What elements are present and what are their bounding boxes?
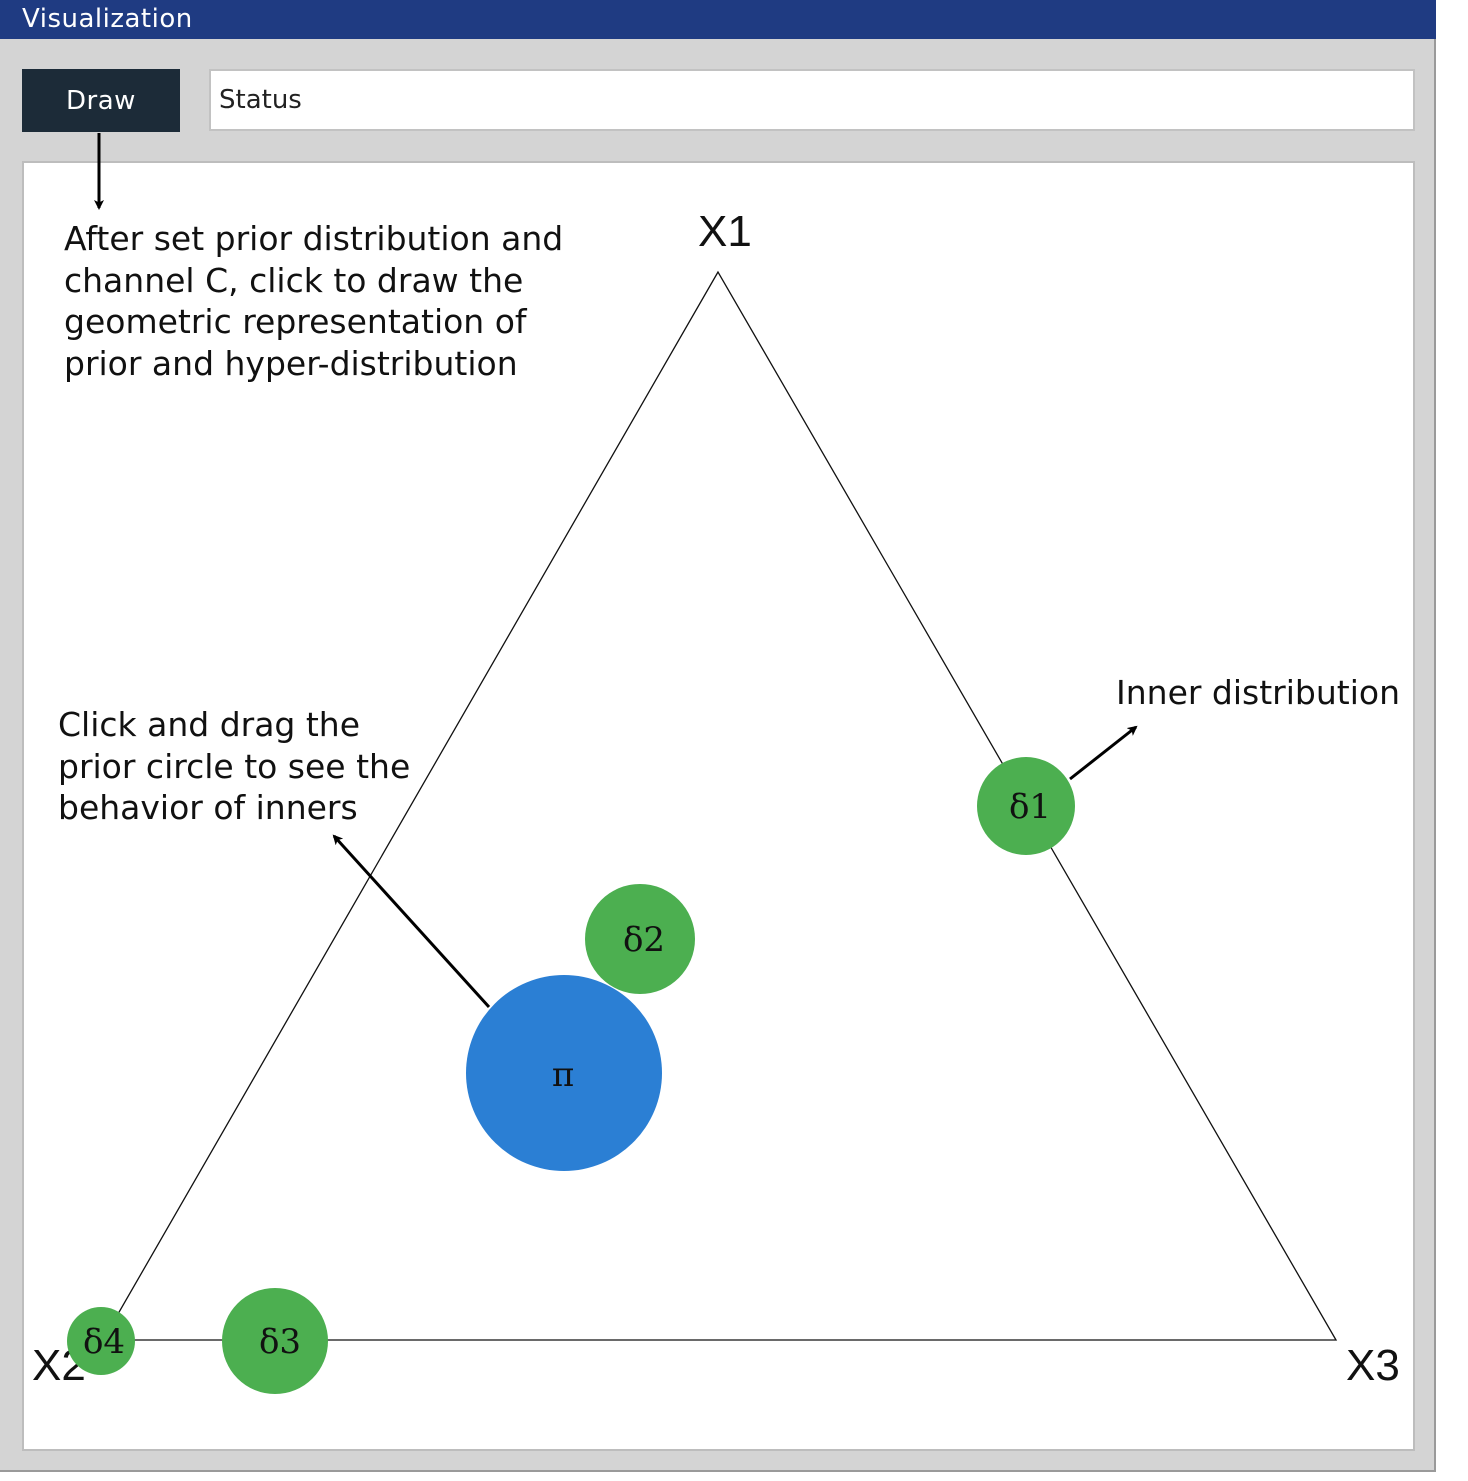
- inner-circle-delta3: δ3: [222, 1288, 328, 1394]
- inner-circle-delta1: δ1: [977, 757, 1075, 855]
- inner-circle-delta2-shape: [585, 884, 695, 994]
- vertex-label-x3: X3: [1346, 1341, 1400, 1390]
- drag-help-annotation: Click and drag the prior circle to see t…: [58, 705, 410, 827]
- inner-circle-delta3-shape: [222, 1288, 328, 1394]
- draw-help-line: channel C, click to draw the: [64, 261, 523, 300]
- draw-help-line: prior and hyper-distribution: [64, 344, 518, 383]
- prior-circle-shape[interactable]: [466, 975, 662, 1171]
- inner-distribution-annotation: Inner distribution: [1116, 673, 1400, 712]
- draw-help-annotation: After set prior distribution and channel…: [64, 219, 563, 383]
- visualization-canvas[interactable]: [22, 161, 1415, 1451]
- inner-circle-delta4-shape: [67, 1307, 135, 1375]
- drag-help-line: Click and drag the: [58, 705, 360, 744]
- prior-circle[interactable]: π: [466, 975, 662, 1171]
- draw-help-line: geometric representation of: [64, 302, 528, 341]
- visualization-window: Visualization Draw: [0, 0, 1436, 1472]
- inner-circle-delta2-label: δ2: [623, 920, 665, 960]
- inner-circle-delta1-label: δ1: [1009, 787, 1051, 827]
- inner-circle-delta3-label: δ3: [259, 1322, 301, 1362]
- window-title: Visualization: [22, 4, 193, 34]
- inner-circle-delta4: δ4: [67, 1307, 135, 1375]
- draw-help-line: After set prior distribution and: [64, 219, 563, 258]
- inner-circle-delta2: δ2: [585, 884, 695, 994]
- inner-circle-delta1-shape: [977, 757, 1075, 855]
- drag-help-line: behavior of inners: [58, 788, 358, 827]
- drag-help-line: prior circle to see the: [58, 747, 410, 786]
- draw-button[interactable]: Draw: [22, 69, 180, 132]
- title-bar: Visualization: [0, 0, 1436, 39]
- status-field[interactable]: [209, 69, 1415, 131]
- vertex-label-x1: X1: [698, 207, 752, 256]
- prior-circle-label: π: [552, 1055, 574, 1095]
- inner-circle-delta4-label: δ4: [83, 1322, 125, 1362]
- prior-annotation-arrow: [332, 834, 491, 1009]
- inner-annotation-arrow: [1069, 725, 1138, 781]
